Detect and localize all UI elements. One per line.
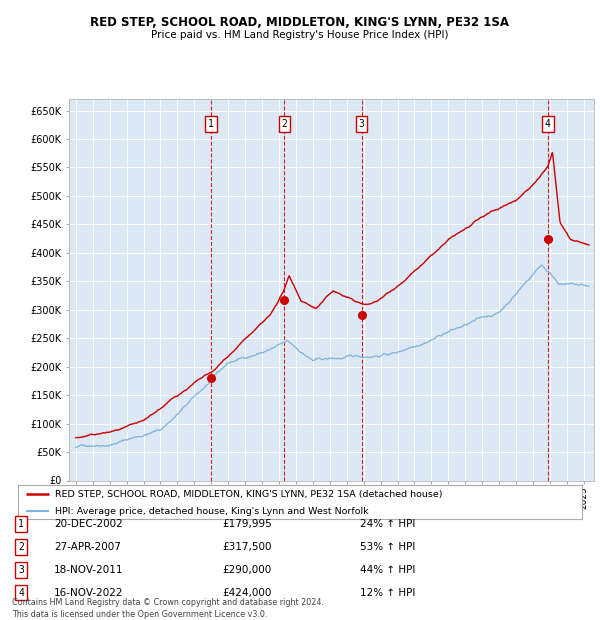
Text: RED STEP, SCHOOL ROAD, MIDDLETON, KING'S LYNN, PE32 1SA (detached house): RED STEP, SCHOOL ROAD, MIDDLETON, KING'S… — [55, 490, 442, 498]
Text: 3: 3 — [359, 118, 365, 129]
Text: HPI: Average price, detached house, King's Lynn and West Norfolk: HPI: Average price, detached house, King… — [55, 507, 368, 516]
Text: RED STEP, SCHOOL ROAD, MIDDLETON, KING'S LYNN, PE32 1SA: RED STEP, SCHOOL ROAD, MIDDLETON, KING'S… — [91, 16, 509, 29]
Text: 2: 2 — [281, 118, 287, 129]
Text: 27-APR-2007: 27-APR-2007 — [54, 542, 121, 552]
Text: 4: 4 — [545, 118, 551, 129]
Text: Price paid vs. HM Land Registry's House Price Index (HPI): Price paid vs. HM Land Registry's House … — [151, 30, 449, 40]
Text: Contains HM Land Registry data © Crown copyright and database right 2024.
This d: Contains HM Land Registry data © Crown c… — [12, 598, 324, 619]
Text: £290,000: £290,000 — [222, 565, 271, 575]
Text: 44% ↑ HPI: 44% ↑ HPI — [360, 565, 415, 575]
Text: 20-DEC-2002: 20-DEC-2002 — [54, 519, 123, 529]
Text: 12% ↑ HPI: 12% ↑ HPI — [360, 588, 415, 598]
Text: 2: 2 — [18, 542, 24, 552]
Text: 53% ↑ HPI: 53% ↑ HPI — [360, 542, 415, 552]
Text: 18-NOV-2011: 18-NOV-2011 — [54, 565, 124, 575]
Text: 3: 3 — [18, 565, 24, 575]
Text: £179,995: £179,995 — [222, 519, 272, 529]
Text: 16-NOV-2022: 16-NOV-2022 — [54, 588, 124, 598]
Text: 1: 1 — [18, 519, 24, 529]
Text: 24% ↑ HPI: 24% ↑ HPI — [360, 519, 415, 529]
Text: 1: 1 — [208, 118, 214, 129]
Text: 4: 4 — [18, 588, 24, 598]
Text: £317,500: £317,500 — [222, 542, 271, 552]
Text: £424,000: £424,000 — [222, 588, 271, 598]
